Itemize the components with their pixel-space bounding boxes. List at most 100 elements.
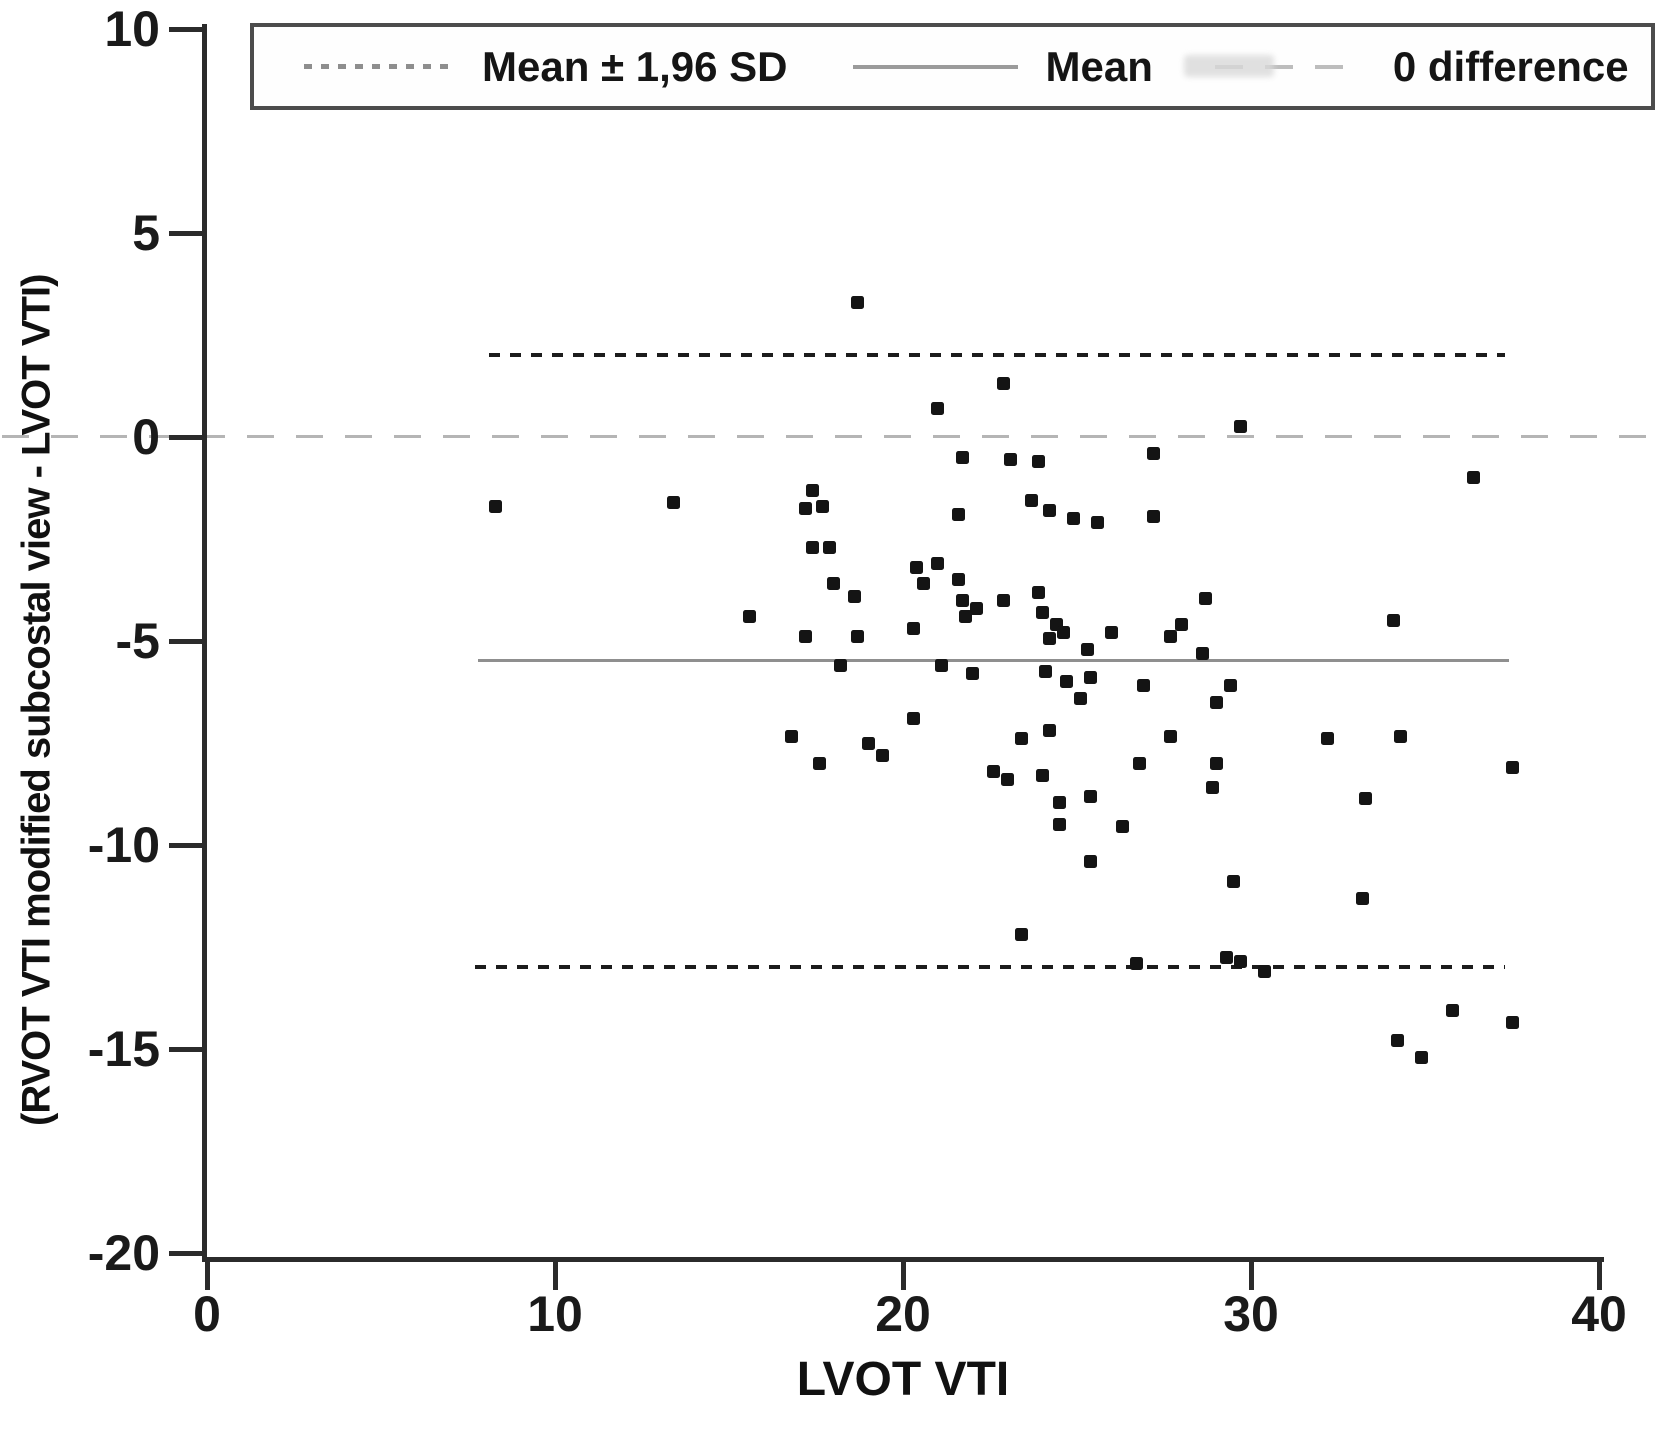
x-tick-mark (1249, 1260, 1254, 1290)
y-tick-label: -15 (87, 1021, 160, 1077)
data-point (1394, 730, 1408, 744)
data-point (1060, 675, 1074, 689)
y-axis-title: (RVOT VTI modified subcostal view - LVOT… (14, 274, 59, 1126)
y-tick-mark (169, 231, 207, 236)
data-point (1164, 630, 1178, 644)
data-point (997, 377, 1011, 391)
data-point (1039, 665, 1053, 679)
data-point (1105, 626, 1119, 640)
data-point (906, 622, 920, 636)
data-point (955, 593, 969, 607)
solid-line-sample-icon (852, 64, 1018, 69)
data-point (906, 712, 920, 726)
data-point (1387, 614, 1401, 628)
data-point (1415, 1050, 1429, 1064)
y-tick-mark (169, 1047, 207, 1052)
data-point (952, 573, 966, 587)
data-point (1032, 585, 1046, 599)
data-point (1025, 493, 1039, 507)
y-tick-label: 5 (132, 205, 160, 261)
data-point (823, 540, 837, 554)
data-point (1147, 446, 1161, 460)
data-point (1164, 730, 1178, 744)
mean-line (478, 659, 1509, 663)
y-tick-label: 0 (132, 409, 160, 465)
data-point (1206, 781, 1220, 795)
data-point (1000, 773, 1014, 787)
data-point (1209, 756, 1223, 770)
data-point (1446, 1003, 1460, 1017)
data-point (1467, 471, 1481, 485)
data-point (743, 610, 757, 624)
data-point (1080, 642, 1094, 656)
data-point (1042, 724, 1056, 738)
data-point (1321, 732, 1335, 746)
data-point (833, 658, 847, 672)
data-point (1115, 820, 1129, 834)
y-tick-label: -20 (87, 1225, 160, 1281)
data-point (1053, 795, 1067, 809)
x-tick-mark (205, 1260, 210, 1290)
data-point (1042, 632, 1056, 646)
x-tick-mark (901, 1260, 906, 1290)
dotted-line-sample-icon (304, 64, 454, 69)
data-point (875, 748, 889, 762)
legend-entry-mean: Mean (788, 43, 1153, 91)
data-point (806, 540, 820, 554)
data-point (1258, 964, 1272, 978)
data-point (1220, 950, 1234, 964)
data-point (1091, 516, 1105, 530)
x-tick-label: 30 (1223, 1286, 1279, 1342)
data-point (489, 499, 503, 513)
data-point (1136, 679, 1150, 693)
data-point (952, 508, 966, 522)
data-point (826, 577, 840, 591)
legend-box: Mean ± 1,96 SD Mean 0 difference (250, 23, 1655, 110)
data-point (931, 556, 945, 570)
data-point (986, 765, 1000, 779)
y-tick-mark (169, 27, 207, 32)
data-point (799, 630, 813, 644)
data-point (1234, 954, 1248, 968)
data-point (917, 577, 931, 591)
data-point (1042, 503, 1056, 517)
y-tick-label: 10 (104, 1, 160, 57)
x-axis-line (202, 1257, 1604, 1262)
y-tick-mark (169, 639, 207, 644)
data-point (1355, 891, 1369, 905)
data-point (1505, 760, 1519, 774)
data-point (1147, 510, 1161, 524)
y-axis-line (202, 24, 207, 1262)
data-point (959, 610, 973, 624)
data-point (969, 601, 983, 615)
data-point (1035, 605, 1049, 619)
legend-entry-zero: 0 difference (1153, 43, 1629, 91)
data-point (1073, 691, 1087, 705)
zero-line (1, 435, 1659, 438)
y-tick-mark (169, 1251, 207, 1256)
data-point (785, 730, 799, 744)
data-point (1014, 732, 1028, 746)
x-tick-label: 40 (1571, 1286, 1627, 1342)
x-tick-label: 10 (527, 1286, 583, 1342)
data-point (812, 756, 826, 770)
data-point (1199, 591, 1213, 605)
data-point (955, 450, 969, 464)
data-point (1174, 618, 1188, 632)
data-point (934, 658, 948, 672)
lower-limit-line (474, 965, 1506, 970)
data-point (1129, 956, 1143, 970)
data-point (1032, 454, 1046, 468)
dashed-line-sample-icon (1214, 64, 1365, 69)
data-point (1056, 626, 1070, 640)
data-point (966, 667, 980, 681)
data-point (1505, 1015, 1519, 1029)
upper-limit-line (488, 353, 1506, 358)
data-point (1133, 756, 1147, 770)
data-point (1014, 928, 1028, 942)
data-point (1004, 452, 1018, 466)
data-point (1035, 769, 1049, 783)
data-point (1084, 854, 1098, 868)
data-point (1084, 789, 1098, 803)
